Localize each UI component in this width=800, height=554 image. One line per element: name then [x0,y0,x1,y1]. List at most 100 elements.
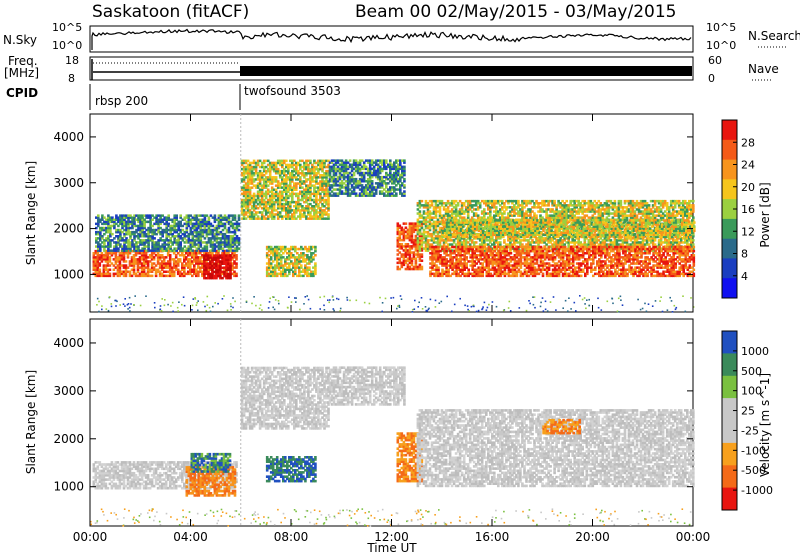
echo-cell [248,172,252,175]
echo-cell [175,241,178,244]
echo-cell [270,207,274,210]
echo-cell [139,235,142,238]
echo-cell [297,202,300,206]
echo-cell [107,216,110,219]
echo-cell [266,167,270,171]
echo-cell [260,196,264,200]
echo-cell [97,216,100,219]
echo-cell [119,216,122,219]
echo-cell [211,276,214,280]
echo-cell [264,202,268,206]
echo-cell [183,272,186,276]
echo-cell [281,194,284,198]
echo-cell [213,239,217,242]
echo-cell [114,262,118,265]
echo-cell [283,186,286,189]
echo-cell [193,235,197,238]
echo-cell [127,243,130,246]
echo-cell [149,237,152,240]
echo-cell [185,230,189,234]
echo-cell [233,226,237,230]
echo-cell [242,209,246,212]
echo-cell [199,232,203,236]
echo-cell [225,262,228,265]
echo-cell [109,243,112,246]
echo-cell [264,180,268,183]
echo-cell [203,264,206,268]
echo-cell [209,224,213,228]
echo-cell [262,215,266,218]
echo-cell [256,159,260,163]
echo-cell [199,237,203,240]
echo-cell [303,190,306,193]
echo-cell [499,241,502,244]
echo-cell [114,266,118,269]
echo-cell [195,226,199,230]
echo-cell [242,205,246,208]
echo-cell [117,224,120,228]
echo-cell [209,228,213,232]
echo-cell [264,209,268,212]
echo-cell [248,163,252,167]
echo-cell [155,247,158,250]
echo-cell [103,232,106,236]
echo-cell [237,241,241,244]
echo-cell [183,258,186,261]
echo-cell [139,216,142,219]
echo-cell [169,239,172,242]
echo-cell [96,254,100,257]
echo-cell [155,216,158,219]
echo-cell [149,239,152,242]
echo-cell [231,241,235,244]
echo-cell [102,272,106,276]
echo-cell [187,241,191,244]
echo-cell [197,258,200,261]
echo-cell [177,243,180,246]
echo-cell [128,252,132,255]
echo-cell [140,268,144,271]
echo-cell [137,241,140,244]
echo-cell [109,245,112,248]
echo-cell [297,172,300,175]
echo-cell [176,258,180,261]
echo-cell [128,270,132,273]
echo-cell [142,256,146,259]
echo-cell [240,159,244,163]
echo-cell [187,270,190,273]
echo-cell [211,216,215,219]
echo-cell [213,220,217,224]
echo-cell [199,262,202,265]
freq-label: Freq. [8,54,38,68]
echo-cell [149,220,152,224]
echo-cell [221,276,224,280]
echo-cell [119,220,122,224]
echo-cell [268,205,272,208]
echo-cell [149,218,152,221]
echo-cell [125,239,128,242]
echo-cell [176,264,180,267]
echo-cell [100,260,104,263]
echo-cell [287,178,290,181]
echo-cell [276,182,280,185]
echo-cell [187,245,191,248]
echo-cell [109,232,112,236]
echo-cell [213,264,216,268]
echo-cell [135,228,138,232]
echo-cell [211,258,214,261]
echo-cell [270,176,274,179]
echo-cell [270,209,274,212]
echo-cell [173,230,176,234]
echo-cell [227,216,231,219]
echo-cell [211,252,214,255]
echo-cell [227,260,230,263]
echo-cell [151,228,154,232]
echo-cell [262,161,266,165]
echo-cell [148,260,152,263]
echo-cell [118,260,122,263]
echo-cell [157,230,160,234]
echo-cell [213,226,217,230]
echo-cell [291,169,294,173]
echo-cell [197,235,201,238]
echo-cell [156,252,160,255]
echo-cell [217,260,220,263]
